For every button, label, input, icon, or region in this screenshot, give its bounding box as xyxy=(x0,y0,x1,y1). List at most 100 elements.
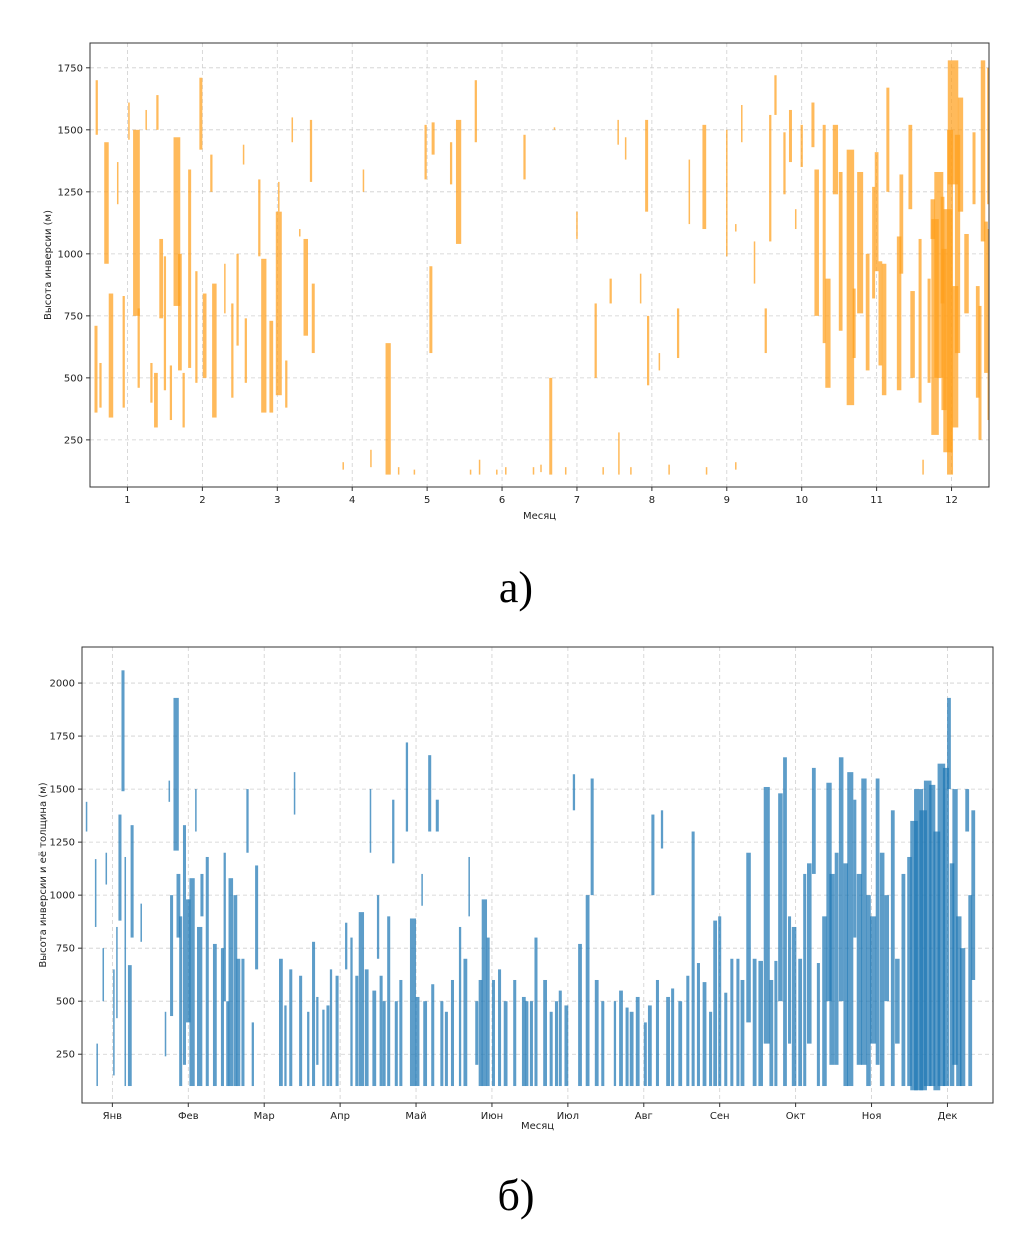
b-bar xyxy=(594,979,599,1087)
b-bar xyxy=(130,825,134,938)
a-bar xyxy=(150,362,153,403)
a-bar xyxy=(896,236,902,391)
a-bar xyxy=(825,278,831,388)
b-bar xyxy=(289,969,293,1087)
b-bar xyxy=(826,782,832,1002)
b-bar xyxy=(379,975,383,1087)
chart-a-grid xyxy=(90,43,989,487)
b-bar xyxy=(702,982,707,1087)
a-bar xyxy=(918,238,922,403)
a-bar xyxy=(857,171,864,314)
b-bar xyxy=(364,969,369,1087)
b-bar xyxy=(164,1011,167,1057)
b-xtick-label: Ноя xyxy=(862,1111,882,1122)
b-bar xyxy=(847,772,854,1087)
b-bar xyxy=(394,1001,398,1087)
b-bar xyxy=(959,948,966,1087)
a-bar xyxy=(788,109,792,163)
a-bar xyxy=(173,137,181,306)
b-bar xyxy=(942,767,949,1087)
b-bar xyxy=(769,979,774,1087)
b-bar xyxy=(919,810,927,1091)
b-xtick-label: Май xyxy=(405,1111,426,1122)
a-bar xyxy=(188,169,192,368)
b-bar xyxy=(96,1043,98,1087)
b-bar xyxy=(431,984,435,1087)
b-bar xyxy=(853,799,857,938)
b-bar xyxy=(713,920,718,1087)
b-bar xyxy=(116,926,118,1019)
chart-b-ticks: Янв Фев Мар Апр Май Июн Июл Авг Сен Окт Ноя Дек 250 5… xyxy=(50,679,958,1122)
b-bar xyxy=(423,1001,428,1087)
b-bar xyxy=(613,1001,617,1087)
b-bar xyxy=(468,856,470,917)
a-bar xyxy=(178,253,182,371)
b-bar xyxy=(629,1011,634,1087)
a-bar xyxy=(908,124,913,210)
b-bar xyxy=(774,960,778,1087)
a-bar xyxy=(874,152,879,272)
b-bar xyxy=(293,772,296,815)
a-bar xyxy=(122,296,125,408)
a-bar xyxy=(783,132,786,195)
a-bar xyxy=(429,266,433,354)
a-xtick-label: 11 xyxy=(870,495,883,506)
b-bar xyxy=(121,670,125,792)
a-ytick-label: 1000 xyxy=(58,249,83,260)
a-bar xyxy=(169,365,173,421)
b-bar xyxy=(376,895,380,959)
a-bar xyxy=(886,87,890,192)
a-ytick-label: 1750 xyxy=(58,63,83,74)
b-bar xyxy=(811,767,816,874)
a-bar xyxy=(99,362,102,408)
a-bar xyxy=(881,263,887,396)
b-bar xyxy=(929,784,936,1087)
b-ytick-label: 500 xyxy=(56,997,75,1008)
b-bar xyxy=(299,975,303,1087)
b-bar xyxy=(736,958,740,1087)
a-bar xyxy=(212,283,217,418)
b-bar xyxy=(503,1001,508,1087)
b-bar xyxy=(709,1011,713,1087)
a-bar xyxy=(658,353,661,371)
b-bar xyxy=(643,1022,647,1087)
b-bar xyxy=(409,918,417,1087)
a-bar xyxy=(496,469,498,475)
a-bar xyxy=(814,169,819,316)
b-bar xyxy=(746,852,751,1023)
a-bar xyxy=(980,60,986,242)
b-bar xyxy=(329,969,333,1087)
a-bar xyxy=(145,109,147,130)
b-bar xyxy=(525,1001,529,1087)
a-bar xyxy=(385,343,391,475)
b-bar xyxy=(968,895,973,1087)
b-bar xyxy=(788,916,792,1044)
b-bar xyxy=(176,873,181,938)
a-bar xyxy=(741,105,743,143)
a-bar xyxy=(455,119,462,244)
chart-b-ylabel: Высота инверсии и её толщина (м) xyxy=(38,782,49,967)
b-bar xyxy=(666,996,670,1087)
a-bar xyxy=(753,241,756,284)
b-bar xyxy=(578,943,582,1087)
a-bar xyxy=(469,469,472,475)
a-ytick-label: 1250 xyxy=(58,187,83,198)
a-bar xyxy=(774,75,777,115)
a-ytick-label: 750 xyxy=(64,311,83,322)
b-xtick-label: Июл xyxy=(557,1111,579,1122)
a-bar xyxy=(872,186,876,299)
b-bar xyxy=(358,912,365,1087)
a-bar xyxy=(832,124,839,195)
a-bar xyxy=(594,303,597,378)
b-bar xyxy=(558,990,562,1087)
a-bar xyxy=(947,129,954,475)
b-bar xyxy=(463,958,468,1087)
b-bar xyxy=(326,1005,330,1087)
a-bar xyxy=(617,119,619,145)
a-bar xyxy=(242,144,245,165)
a-bar xyxy=(275,211,282,396)
b-xtick-label: Сен xyxy=(710,1111,730,1122)
b-bar xyxy=(816,963,820,1087)
b-bar xyxy=(778,793,783,1002)
